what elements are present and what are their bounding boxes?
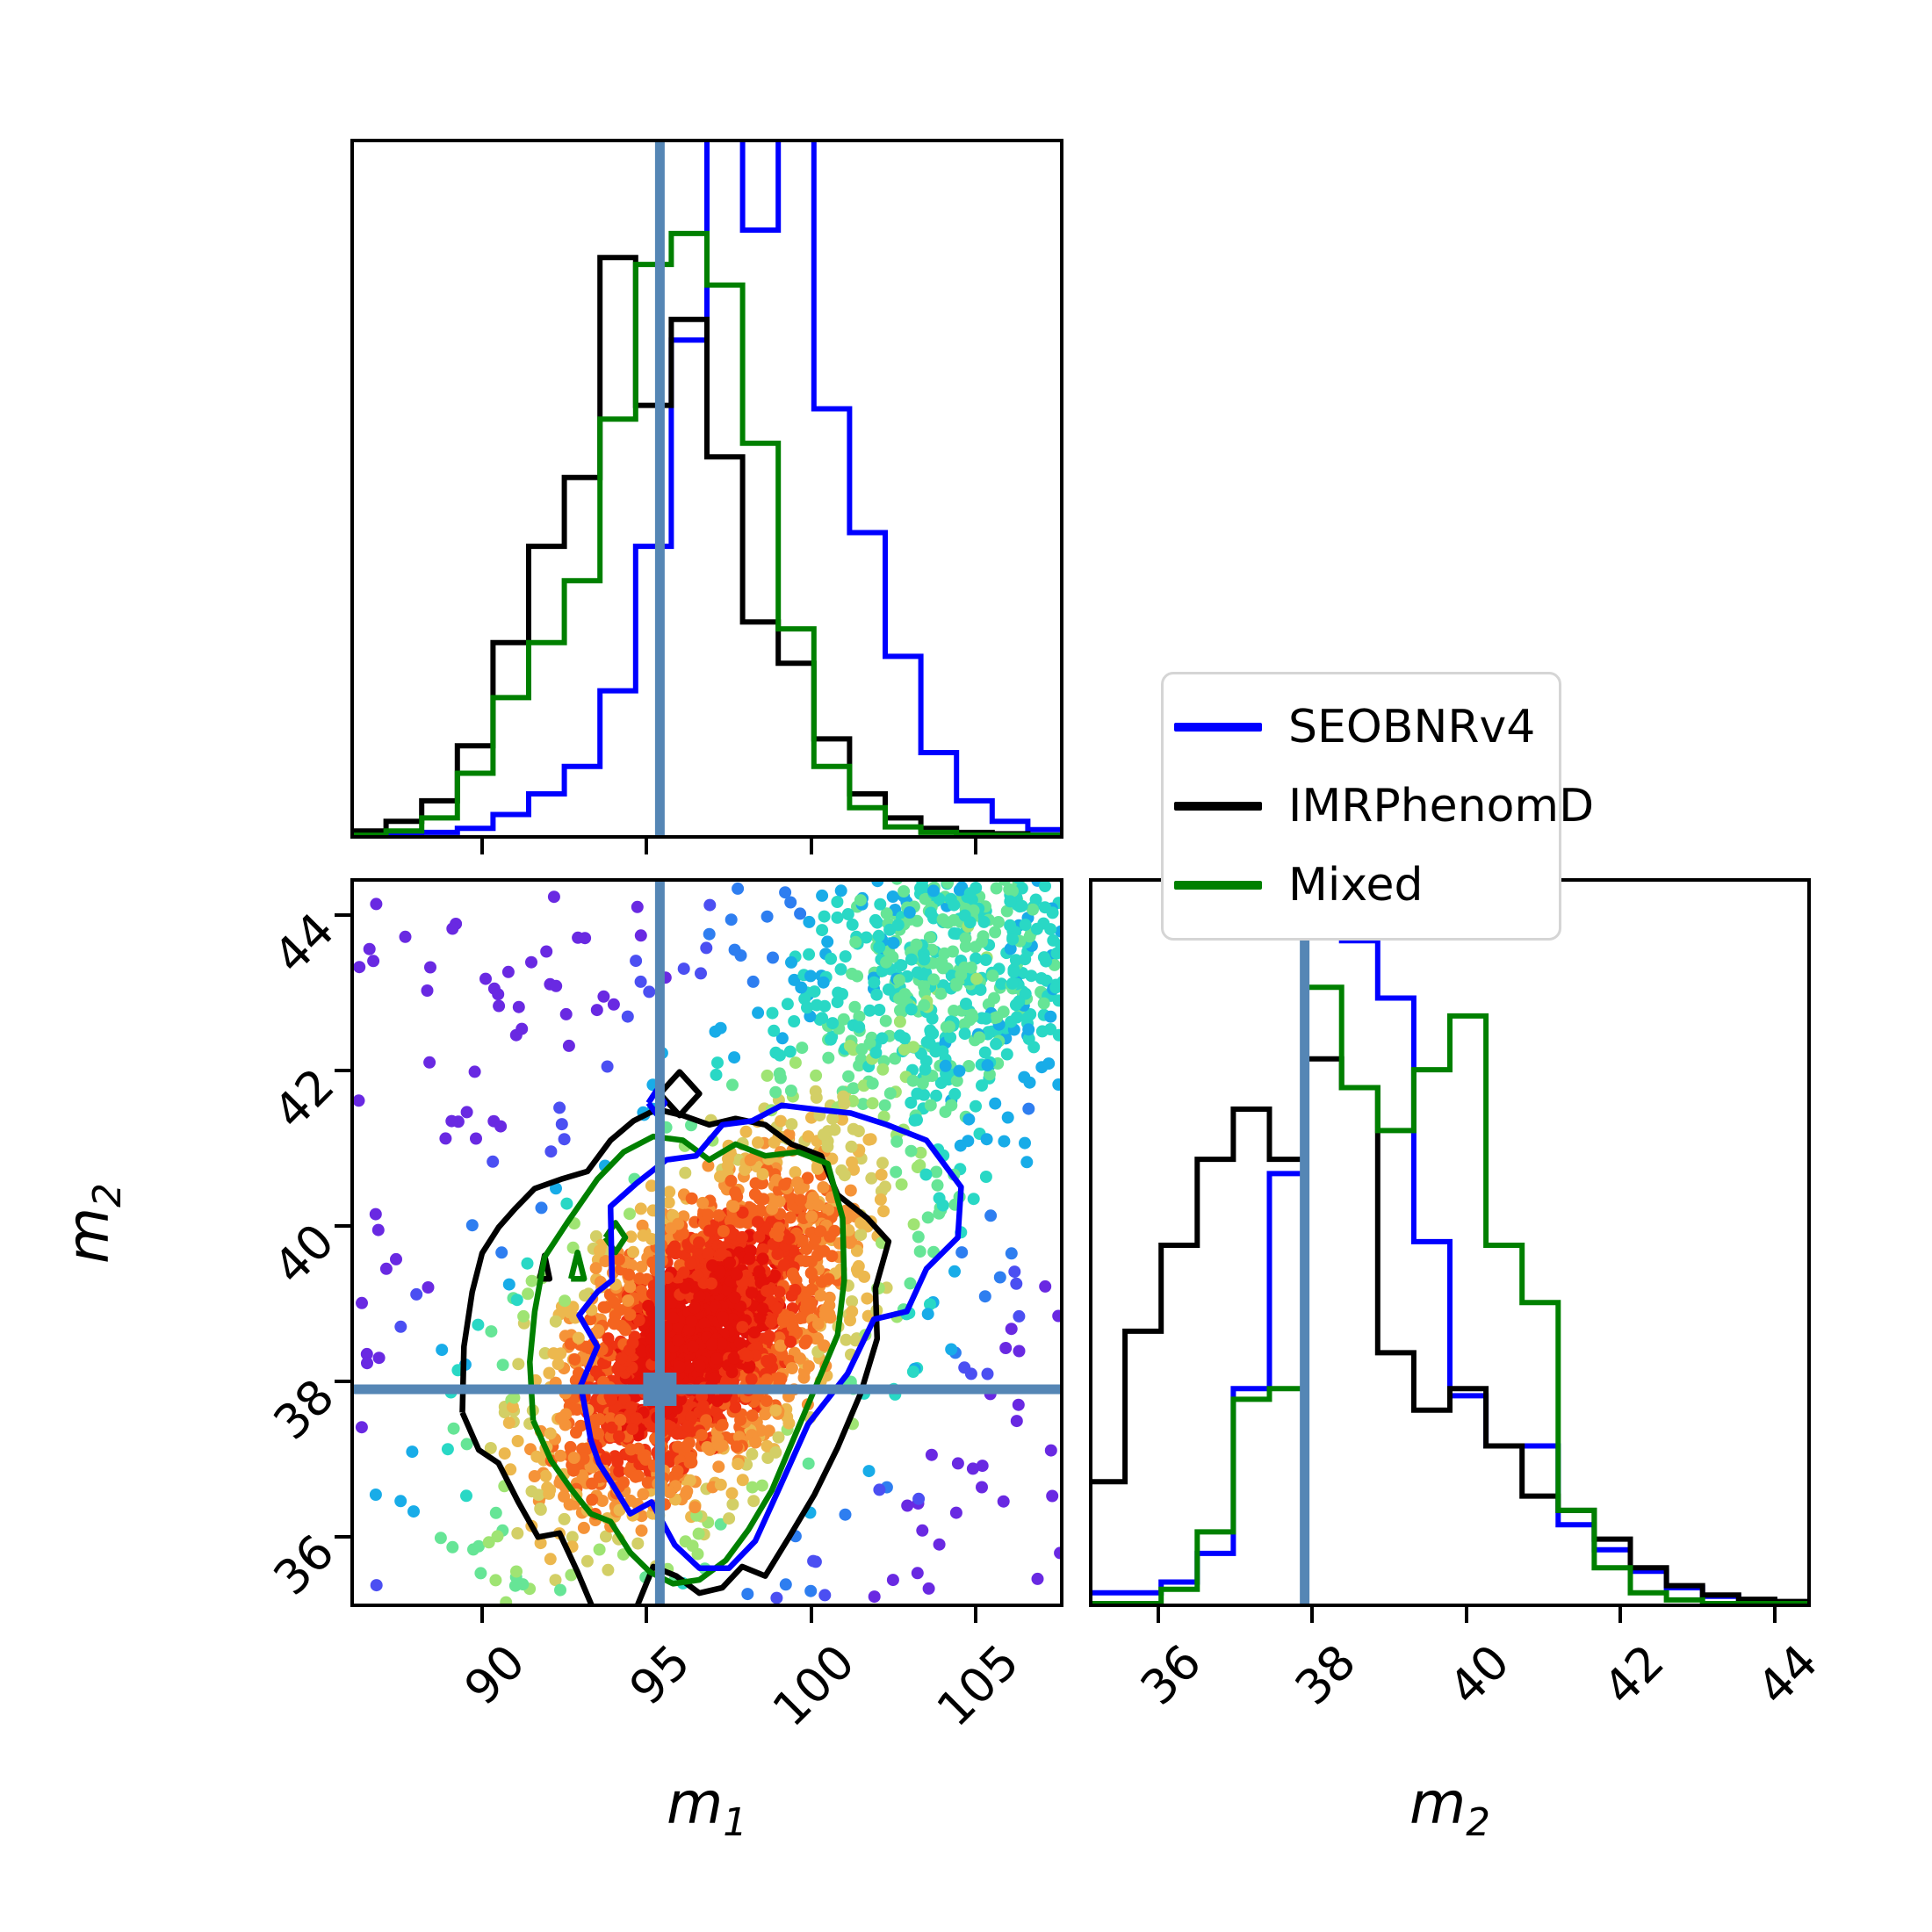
tick-mark-m1 [645, 1607, 649, 1623]
contour-imrphenomd [657, 1069, 703, 1119]
x-axis-label-m2: m2 [1089, 1770, 1811, 1845]
tick-mark-m2 [1772, 1607, 1777, 1623]
legend-line-icon-imrphenomd [1174, 802, 1262, 811]
hist-step-mixed [1089, 984, 1811, 1606]
xtick-label-m1-105: 105 [926, 1633, 1030, 1738]
legend-item-label: IMRPhenomD [1288, 780, 1595, 833]
legend-item-seobnrv4: SEOBNRv4 [1174, 701, 1536, 753]
tick-mark-m2 [1310, 1607, 1315, 1623]
contour-mixed [527, 1133, 847, 1587]
contour-mixed [568, 1249, 588, 1282]
xtick-label-m2-36: 36 [1129, 1633, 1213, 1716]
tick-mark-m2 [1464, 1607, 1468, 1623]
tick-mark-m1-top [479, 839, 484, 854]
tick-mark-m2-left [335, 1380, 350, 1384]
x-axis-label-m1: m1 [350, 1770, 1063, 1845]
legend-item-label: SEOBNRv4 [1288, 701, 1536, 753]
legend-item-mixed: Mixed [1174, 859, 1532, 912]
m1-histogram-svg [350, 139, 1063, 839]
tick-mark-m2-left [335, 1068, 350, 1072]
tick-mark-m2-left [335, 1535, 350, 1539]
hist-step-seobnrv4 [350, 139, 1063, 838]
contour-seobnrv4 [576, 1102, 964, 1571]
panel-m1-histogram [350, 139, 1063, 839]
legend-item-label: Mixed [1288, 859, 1424, 912]
tick-mark-m2 [1156, 1607, 1160, 1623]
tick-mark-m1-top [809, 839, 813, 854]
legend-item-imrphenomd: IMRPhenomD [1174, 780, 1594, 833]
m2-ylabel-base: m [54, 1207, 122, 1265]
ytick-label-m2-38: 38 [263, 1368, 345, 1451]
hist-step-mixed [350, 230, 1063, 838]
tick-mark-m1 [479, 1607, 484, 1623]
m2-ylabel-sub: 2 [86, 1183, 131, 1208]
panel-m2-histogram [1089, 878, 1811, 1607]
xtick-label-m2-40: 40 [1438, 1633, 1521, 1716]
hist-step-imrphenomd [350, 255, 1063, 838]
xtick-label-m2-44: 44 [1746, 1633, 1828, 1716]
panel-frame [350, 139, 1063, 839]
xtick-label-m2-38: 38 [1284, 1633, 1366, 1716]
m2-label-sub: 2 [1466, 1801, 1490, 1846]
panel-m1-m2-scatter [350, 878, 1063, 1607]
m1-label-base: m [666, 1770, 724, 1837]
panel-frame [350, 878, 1063, 1607]
m1-label-sub: 1 [723, 1801, 747, 1846]
tick-mark-m2-left [335, 912, 350, 917]
ytick-label-m2-44: 44 [263, 901, 345, 984]
tick-mark-m1-top [645, 839, 649, 854]
contour-seobnrv4 [645, 1087, 668, 1117]
ytick-label-m2-40: 40 [263, 1213, 345, 1295]
tick-mark-m2-left [335, 1223, 350, 1228]
m1-m2-scatter-svg [350, 878, 1063, 1607]
legend-line-icon-mixed [1174, 881, 1262, 890]
legend-line-icon-seobnrv4 [1174, 723, 1262, 732]
y-axis-label-m2: m2 [54, 1166, 130, 1280]
xtick-label-m1-90: 90 [453, 1633, 537, 1716]
m2-histogram-svg [1089, 878, 1811, 1607]
tick-mark-m1 [974, 1607, 978, 1623]
xtick-label-m1-95: 95 [618, 1633, 701, 1716]
ytick-label-m2-36: 36 [263, 1524, 345, 1606]
tick-mark-m1-top [974, 839, 978, 854]
m2-label-base: m [1409, 1770, 1467, 1837]
scatter-points [352, 878, 1063, 1607]
hist-step-imrphenomd [1089, 1056, 1811, 1604]
tick-mark-m2 [1618, 1607, 1623, 1623]
ytick-label-m2-42: 42 [263, 1057, 345, 1140]
legend: SEOBNRv4 IMRPhenomD Mixed [1161, 672, 1594, 941]
truth-marker [643, 1372, 677, 1406]
xtick-label-m1-100: 100 [761, 1633, 865, 1738]
tick-mark-m1 [809, 1607, 813, 1623]
xtick-label-m2-42: 42 [1592, 1633, 1675, 1716]
